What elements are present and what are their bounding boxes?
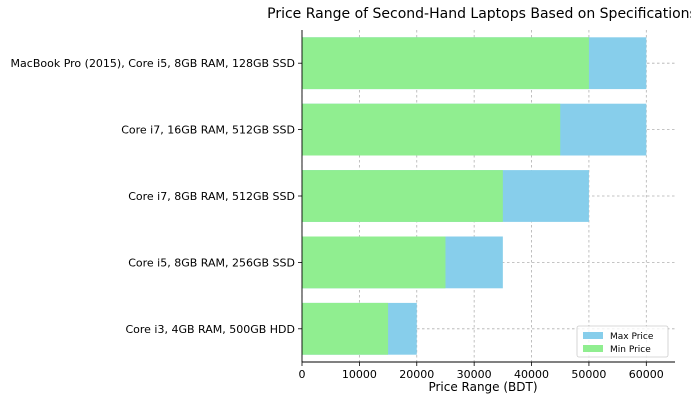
x-tick-label-40000: 40000 bbox=[514, 368, 549, 381]
legend-swatch-min-price bbox=[583, 345, 603, 352]
y-tick-label-macbook-pro-2015-core-i5-8gb-ram-128gb-ssd: MacBook Pro (2015), Core i5, 8GB RAM, 12… bbox=[11, 57, 295, 70]
x-tick-label-50000: 50000 bbox=[571, 368, 606, 381]
legend-label-max-price: Max Price bbox=[610, 332, 654, 342]
bar-min-price-core-i5-8gb-ram-256gb-ssd bbox=[302, 236, 446, 289]
chart-title: Price Range of Second-Hand Laptops Based… bbox=[267, 6, 691, 22]
x-tick-label-10000: 10000 bbox=[342, 368, 377, 381]
x-axis-ticks: 0 10000 20000 30000 40000 50000 60000 bbox=[299, 362, 664, 381]
x-tick-label-60000: 60000 bbox=[629, 368, 664, 381]
legend-label-min-price: Min Price bbox=[610, 345, 651, 355]
y-tick-label-core-i5-8gb-ram-256gb-ssd: Core i5, 8GB RAM, 256GB SSD bbox=[128, 256, 295, 269]
legend-swatch-max-price bbox=[583, 332, 603, 339]
x-tick-label-20000: 20000 bbox=[399, 368, 434, 381]
bars-group bbox=[302, 37, 647, 355]
y-axis-ticks: Core i3, 4GB RAM, 500GB HDD Core i5, 8GB … bbox=[11, 57, 302, 336]
x-tick-label-0: 0 bbox=[299, 368, 306, 381]
bar-min-price-core-i7-16gb-ram-512gb-ssd bbox=[302, 103, 561, 156]
x-axis-label: Price Range (BDT) bbox=[428, 380, 537, 394]
x-tick-label-30000: 30000 bbox=[457, 368, 492, 381]
y-tick-label-core-i7-16gb-ram-512gb-ssd: Core i7, 16GB RAM, 512GB SSD bbox=[121, 124, 295, 137]
y-tick-label-core-i3-4gb-ram-500gb-hdd: Core i3, 4GB RAM, 500GB HDD bbox=[125, 323, 295, 336]
legend: Max Price Min Price bbox=[576, 325, 669, 358]
bar-min-price-core-i3-4gb-ram-500gb-hdd bbox=[302, 302, 389, 355]
y-tick-label-core-i7-8gb-ram-512gb-ssd: Core i7, 8GB RAM, 512GB SSD bbox=[128, 190, 295, 203]
bar-min-price-macbook-pro-2015-core-i5-8gb-ram-128gb-ssd bbox=[302, 37, 589, 90]
bar-min-price-core-i7-8gb-ram-512gb-ssd bbox=[302, 170, 503, 222]
